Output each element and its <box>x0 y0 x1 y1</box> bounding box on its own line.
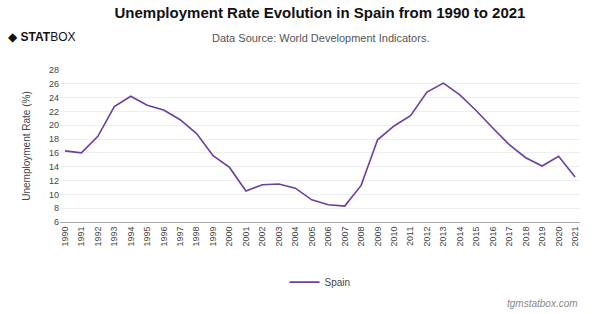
svg-text:2010: 2010 <box>389 227 399 247</box>
svg-text:2013: 2013 <box>438 227 448 247</box>
svg-text:2001: 2001 <box>241 227 251 247</box>
svg-text:1990: 1990 <box>60 227 70 247</box>
svg-text:16: 16 <box>49 148 59 158</box>
svg-text:8: 8 <box>54 203 59 213</box>
svg-text:2000: 2000 <box>224 227 234 247</box>
svg-text:2017: 2017 <box>504 227 514 247</box>
svg-text:2006: 2006 <box>323 227 333 247</box>
svg-text:14: 14 <box>49 162 59 172</box>
svg-text:26: 26 <box>49 79 59 89</box>
svg-text:20: 20 <box>49 120 59 130</box>
svg-text:12: 12 <box>49 176 59 186</box>
svg-text:2002: 2002 <box>257 227 267 247</box>
svg-text:2008: 2008 <box>356 227 366 247</box>
svg-text:2016: 2016 <box>488 227 498 247</box>
svg-text:Data Source: World Development: Data Source: World Development Indicator… <box>212 32 429 44</box>
svg-text:1994: 1994 <box>126 227 136 247</box>
svg-text:2007: 2007 <box>340 227 350 247</box>
svg-text:2012: 2012 <box>422 227 432 247</box>
svg-text:2009: 2009 <box>373 227 383 247</box>
svg-text:10: 10 <box>49 190 59 200</box>
svg-text:1993: 1993 <box>109 227 119 247</box>
svg-text:◆ STATBOX: ◆ STATBOX <box>8 30 75 44</box>
svg-text:2011: 2011 <box>405 227 415 246</box>
svg-text:2019: 2019 <box>537 227 547 247</box>
svg-text:2021: 2021 <box>570 227 580 247</box>
svg-text:2004: 2004 <box>290 227 300 247</box>
svg-text:1996: 1996 <box>159 227 169 247</box>
svg-text:2005: 2005 <box>307 227 317 247</box>
svg-text:Unemployment Rate Evolution in: Unemployment Rate Evolution in Spain fro… <box>115 4 526 21</box>
svg-text:Unemployment Rate (%): Unemployment Rate (%) <box>21 91 32 200</box>
svg-text:1998: 1998 <box>192 227 202 247</box>
svg-text:1999: 1999 <box>208 227 218 247</box>
svg-text:1997: 1997 <box>175 227 185 247</box>
svg-text:2018: 2018 <box>521 227 531 247</box>
svg-text:24: 24 <box>49 93 59 103</box>
svg-text:tgmstatbox.com: tgmstatbox.com <box>507 298 578 309</box>
svg-text:2020: 2020 <box>554 227 564 247</box>
svg-text:1995: 1995 <box>142 227 152 247</box>
svg-text:28: 28 <box>49 65 59 75</box>
svg-text:18: 18 <box>49 134 59 144</box>
svg-text:Spain: Spain <box>325 277 351 288</box>
svg-text:1992: 1992 <box>93 227 103 247</box>
svg-text:2015: 2015 <box>471 227 481 247</box>
svg-text:1991: 1991 <box>76 227 86 247</box>
svg-text:2014: 2014 <box>455 227 465 247</box>
svg-text:2003: 2003 <box>274 227 284 247</box>
svg-text:6: 6 <box>54 217 59 227</box>
svg-text:22: 22 <box>49 107 59 117</box>
